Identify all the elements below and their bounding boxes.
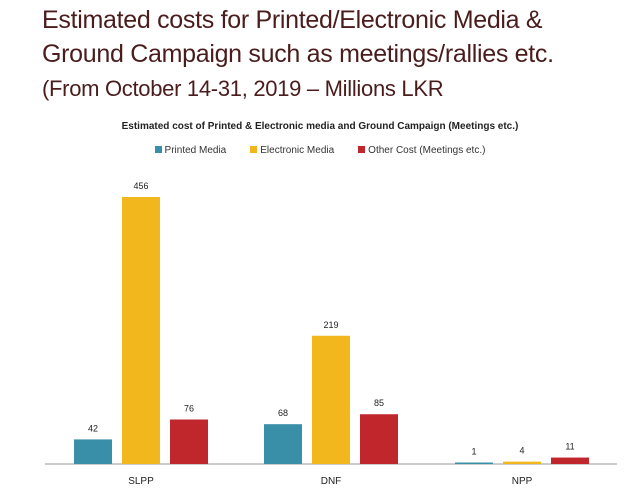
legend-label: Electronic Media (260, 145, 335, 156)
legend-item: Electronic Media (250, 145, 334, 156)
data-label: 11 (565, 442, 574, 452)
legend-swatch (250, 146, 258, 153)
legend: Printed Media Electronic Media Other Cost … (0, 145, 640, 156)
data-label: 68 (278, 408, 288, 418)
bar (312, 335, 350, 464)
slide-title-line-1: Estimated costs for Printed/Electronic M… (42, 6, 543, 34)
bar (455, 462, 493, 464)
legend-swatch (154, 146, 162, 153)
data-label: 219 (323, 320, 338, 330)
legend-item: Printed Media (154, 145, 227, 156)
category-label: NPP (512, 476, 533, 487)
data-label: 42 (88, 423, 98, 433)
data-label: 85 (374, 398, 384, 408)
bar (74, 439, 112, 464)
data-label: 1 (471, 447, 476, 457)
slide-title-line-2: Ground Campaign such as meetings/rallies… (42, 40, 554, 68)
legend-label: Other Cost (Meetings etc.) (368, 145, 486, 156)
category-label: DNF (321, 476, 342, 487)
data-label: 4 (519, 446, 524, 456)
bar (503, 461, 541, 464)
bar (170, 419, 208, 464)
category-label: SLPP (128, 476, 154, 487)
bar (122, 197, 160, 464)
chart-title: Estimated cost of Printed & Electronic m… (121, 121, 519, 132)
slide-subtitle: (From October 14-31, 2019 – Millions LKR (42, 76, 444, 101)
legend-swatch (358, 146, 366, 153)
data-label: 76 (184, 404, 194, 414)
legend-label: Printed Media (164, 145, 227, 156)
bar (551, 457, 589, 464)
data-label: 456 (133, 181, 148, 191)
bar (360, 414, 398, 464)
bar (264, 424, 302, 464)
legend-item: Other Cost (Meetings etc.) (358, 145, 485, 156)
